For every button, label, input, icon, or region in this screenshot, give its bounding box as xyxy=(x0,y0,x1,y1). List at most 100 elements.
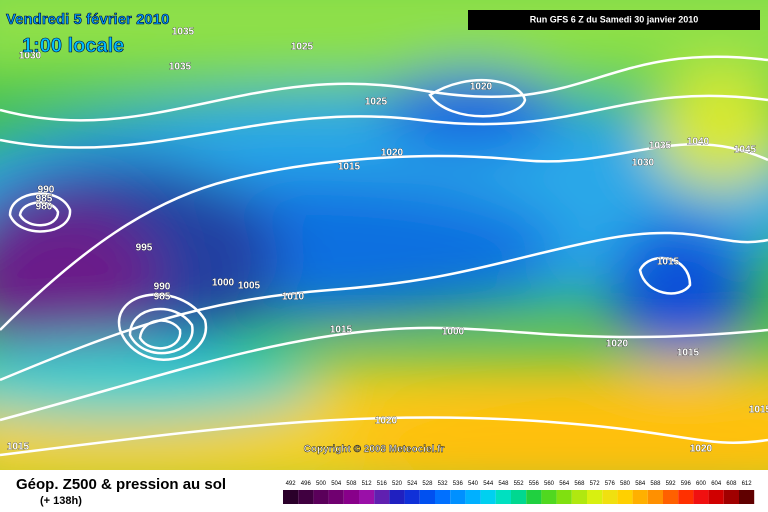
scale-swatch xyxy=(328,490,344,504)
scale-swatch xyxy=(663,490,679,504)
color-scale: 492 496 500 504 508 512 516 520 524 528 532 536 540 5… xyxy=(283,481,755,504)
scale-swatch xyxy=(298,490,314,504)
scale-swatch xyxy=(526,490,542,504)
scale-swatch xyxy=(359,490,375,504)
isobar-label: 1015 xyxy=(330,325,353,336)
scale-label: 556 xyxy=(529,481,540,487)
scale-swatch xyxy=(283,490,299,504)
scale-label: 604 xyxy=(711,481,722,487)
scale-label: 492 xyxy=(286,481,297,487)
scale-label: 508 xyxy=(346,481,357,487)
scale-swatch xyxy=(678,490,694,504)
time: 1:00 locale xyxy=(22,35,124,57)
scale-label: 560 xyxy=(544,481,555,487)
scale-swatch xyxy=(374,490,390,504)
scale-swatch xyxy=(723,490,739,504)
isobar-label: 1020 xyxy=(690,444,713,455)
isobar-label: 1025 xyxy=(291,42,314,53)
isobar-label: 1035 xyxy=(172,27,195,38)
scale-label: 500 xyxy=(316,481,327,487)
scale-swatch xyxy=(419,490,435,504)
scale-label: 596 xyxy=(681,481,692,487)
scale-swatch xyxy=(480,490,496,504)
isobar-label: 980 xyxy=(36,202,53,213)
scale-label: 524 xyxy=(407,481,418,487)
isobar-label: 1000 xyxy=(442,327,465,338)
isobar-label: 1000 xyxy=(212,278,235,289)
isobar-label: 1030 xyxy=(632,158,655,169)
footer-lead: (+ 138h) xyxy=(40,495,82,507)
isobar-label: 1015 xyxy=(749,405,768,416)
scale-swatch xyxy=(450,490,466,504)
scale-swatch xyxy=(693,490,709,504)
isobar-label: 1020 xyxy=(375,416,398,427)
isobar-label: 1015 xyxy=(7,442,30,453)
scale-swatch xyxy=(495,490,511,504)
scale-label: 520 xyxy=(392,481,403,487)
footer-title: Géop. Z500 & pression au sol xyxy=(16,476,226,493)
scale-label: 568 xyxy=(574,481,585,487)
isobar-label: 985 xyxy=(36,194,53,205)
isobar-label: 990 xyxy=(38,185,55,196)
scale-label: 528 xyxy=(422,481,433,487)
run: Run GFS 6 Z du Samedi 30 janvier 2010 xyxy=(530,14,699,24)
scale-label: 532 xyxy=(438,481,449,487)
scale-swatch xyxy=(647,490,663,504)
scale-swatch xyxy=(602,490,618,504)
isobar-label: 1010 xyxy=(282,292,305,303)
scale-label: 588 xyxy=(650,481,661,487)
scale-label: 536 xyxy=(453,481,464,487)
isobar-label: 990 xyxy=(154,282,171,293)
scale-swatch xyxy=(541,490,557,504)
scale-label: 548 xyxy=(498,481,509,487)
isobar-label: 1020 xyxy=(381,148,404,159)
copyright: Copyright © 2008 Meteociel.fr xyxy=(304,444,445,455)
scale-swatch xyxy=(708,490,724,504)
isobar-label: 1015 xyxy=(338,162,361,173)
scale-swatch xyxy=(587,490,603,504)
isobar-label: 1020 xyxy=(606,339,629,350)
isobar-label: 1035 xyxy=(649,141,672,152)
scale-label: 496 xyxy=(301,481,312,487)
scale-swatch xyxy=(511,490,527,504)
isobar-label: 1045 xyxy=(734,145,757,156)
isobar-label: 1005 xyxy=(238,281,261,292)
scale-swatch xyxy=(632,490,648,504)
scale-swatch xyxy=(465,490,481,504)
scale-label: 564 xyxy=(559,481,570,487)
scale-label: 592 xyxy=(666,481,677,487)
scale-label: 580 xyxy=(620,481,631,487)
scale-label: 540 xyxy=(468,481,479,487)
scale-swatch xyxy=(556,490,572,504)
isobar-label: 1030 xyxy=(19,51,42,62)
scale-swatch xyxy=(739,490,755,504)
isobar-label: 1035 xyxy=(169,62,192,73)
scale-label: 584 xyxy=(635,481,646,487)
scale-swatch xyxy=(617,490,633,504)
isobar-label: 1025 xyxy=(365,97,388,108)
scale-label: 572 xyxy=(590,481,601,487)
scale-label: 512 xyxy=(362,481,373,487)
scale-swatch xyxy=(343,490,359,504)
scale-swatch xyxy=(435,490,451,504)
scale-label: 544 xyxy=(483,481,494,487)
scale-label: 612 xyxy=(742,481,753,487)
isobar-label: 1015 xyxy=(677,348,700,359)
scale-label: 516 xyxy=(377,481,388,487)
isobar-label: 985 xyxy=(154,292,171,303)
scale-label: 576 xyxy=(605,481,616,487)
date: Vendredi 5 février 2010 xyxy=(6,11,169,28)
scale-label: 600 xyxy=(696,481,707,487)
scale-swatch xyxy=(571,490,587,504)
scale-swatch xyxy=(389,490,405,504)
isobar-label: 1020 xyxy=(470,82,493,93)
isobar-label: 995 xyxy=(136,243,153,254)
scale-label: 552 xyxy=(514,481,525,487)
isobar-label: 1040 xyxy=(687,137,710,148)
field: 1035 1030 1035 1025 1025 1020 1020 1015 1035 1040… xyxy=(0,0,768,470)
isobar-label: 1015 xyxy=(657,257,680,268)
scale-swatch xyxy=(313,490,329,504)
scale-label: 608 xyxy=(726,481,737,487)
scale-swatch xyxy=(404,490,420,504)
